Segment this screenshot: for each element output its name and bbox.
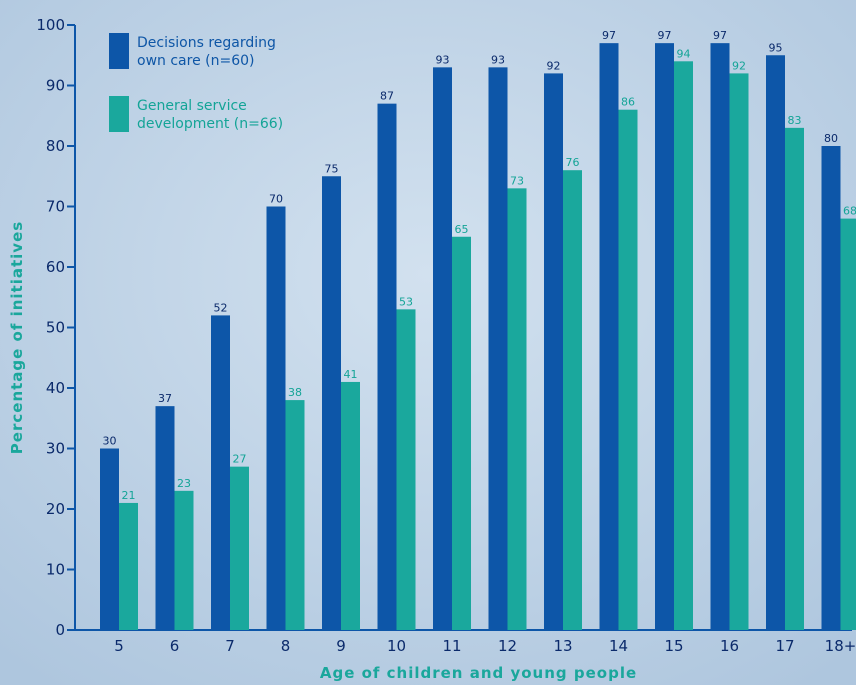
bar-service-development — [174, 490, 194, 630]
y-tick-label: 70 — [46, 198, 65, 216]
data-label: 38 — [288, 386, 302, 399]
bar-own-care — [433, 67, 452, 631]
bar-own-care — [155, 406, 175, 630]
x-tick-label: 13 — [553, 637, 572, 655]
x-tick-label: 14 — [609, 637, 628, 655]
x-tick-label: 18+ — [825, 637, 856, 655]
bar-own-care — [322, 176, 341, 630]
data-label: 95 — [769, 41, 783, 54]
bar-service-development — [840, 218, 856, 630]
data-labels: 30 21 37 23 52 27 70 38 75 41 87 53 93 65 93 73 92 76 97 86… — [103, 29, 856, 502]
data-label: 97 — [658, 29, 672, 42]
bar-service-development — [507, 188, 527, 630]
y-tick-label: 30 — [46, 440, 65, 458]
data-label: 93 — [436, 53, 450, 66]
data-label: 23 — [177, 477, 191, 490]
legend-label: development (n=66) — [137, 116, 283, 132]
data-label: 65 — [455, 223, 469, 236]
data-label: 68 — [843, 205, 856, 218]
bar-own-care — [655, 43, 674, 630]
y-tick-label: 40 — [46, 379, 65, 397]
bar-own-care — [377, 103, 397, 630]
legend-label: General service — [137, 98, 247, 114]
x-axis-title: Age of children and young people — [320, 664, 637, 682]
legend-swatch-own-care — [109, 33, 129, 69]
x-tick-label: 5 — [114, 637, 124, 655]
y-tick-label: 90 — [46, 77, 65, 95]
data-label: 92 — [732, 59, 746, 72]
y-tick-label: 100 — [36, 16, 65, 34]
data-label: 53 — [399, 295, 413, 308]
bar-service-development — [119, 502, 138, 630]
data-label: 93 — [491, 53, 505, 66]
data-label: 70 — [269, 193, 283, 206]
x-tick-label: 8 — [281, 637, 291, 655]
x-tick-label: 9 — [336, 637, 346, 655]
x-tick-label: 7 — [225, 637, 235, 655]
data-label: 76 — [566, 156, 580, 169]
data-label: 94 — [677, 47, 691, 60]
data-label: 73 — [510, 174, 524, 187]
bar-service-development — [785, 127, 804, 630]
bar-own-care — [599, 43, 619, 630]
y-tick-label: 10 — [46, 561, 65, 579]
bar-own-care — [544, 73, 563, 630]
bar-own-care — [266, 206, 286, 630]
x-tick-label: 10 — [387, 637, 406, 655]
data-label: 97 — [602, 29, 616, 42]
bar-own-care — [100, 448, 119, 630]
x-tick-label: 16 — [720, 637, 739, 655]
data-label: 27 — [233, 453, 247, 466]
y-tick-label: 80 — [46, 137, 65, 155]
data-label: 83 — [788, 114, 802, 127]
y-tick-label: 50 — [46, 319, 65, 337]
data-label: 87 — [380, 90, 394, 103]
bar-service-development — [341, 381, 360, 630]
data-label: 37 — [158, 392, 172, 405]
data-label: 75 — [325, 162, 339, 175]
bar-service-development — [674, 61, 693, 631]
bar-service-development — [452, 236, 471, 630]
y-tick-label: 20 — [46, 500, 65, 518]
bar-service-development — [230, 466, 249, 630]
x-tick-label: 17 — [775, 637, 794, 655]
data-label: 80 — [824, 132, 838, 145]
x-tick-label: 12 — [498, 637, 517, 655]
y-tick-label: 60 — [46, 258, 65, 276]
legend: Decisions regarding own care (n=60) Genera… — [109, 33, 283, 132]
legend-label: own care (n=60) — [137, 53, 254, 69]
data-label: 21 — [122, 489, 136, 502]
bar-own-care — [821, 146, 841, 630]
bar-service-development — [729, 73, 749, 630]
x-tick-label: 15 — [664, 637, 683, 655]
x-tick-label: 6 — [170, 637, 180, 655]
data-label: 92 — [547, 59, 561, 72]
bar-own-care — [488, 67, 508, 631]
y-axis-title: Percentage of initiatives — [8, 221, 26, 454]
data-label: 97 — [713, 29, 727, 42]
bars — [100, 43, 856, 631]
x-tick-label: 11 — [442, 637, 461, 655]
legend-swatch-service-development — [109, 96, 129, 132]
data-label: 86 — [621, 96, 635, 109]
bar-own-care — [710, 43, 730, 630]
bar-service-development — [563, 170, 582, 630]
bar-service-development — [396, 309, 416, 630]
data-label: 30 — [103, 435, 117, 448]
y-tick-label: 0 — [55, 621, 65, 639]
bar-own-care — [766, 55, 785, 630]
bar-service-development — [285, 400, 305, 630]
data-label: 52 — [214, 301, 228, 314]
data-label: 41 — [344, 368, 358, 381]
bar-service-development — [618, 109, 638, 630]
legend-label: Decisions regarding — [137, 35, 276, 51]
bar-own-care — [211, 315, 230, 630]
